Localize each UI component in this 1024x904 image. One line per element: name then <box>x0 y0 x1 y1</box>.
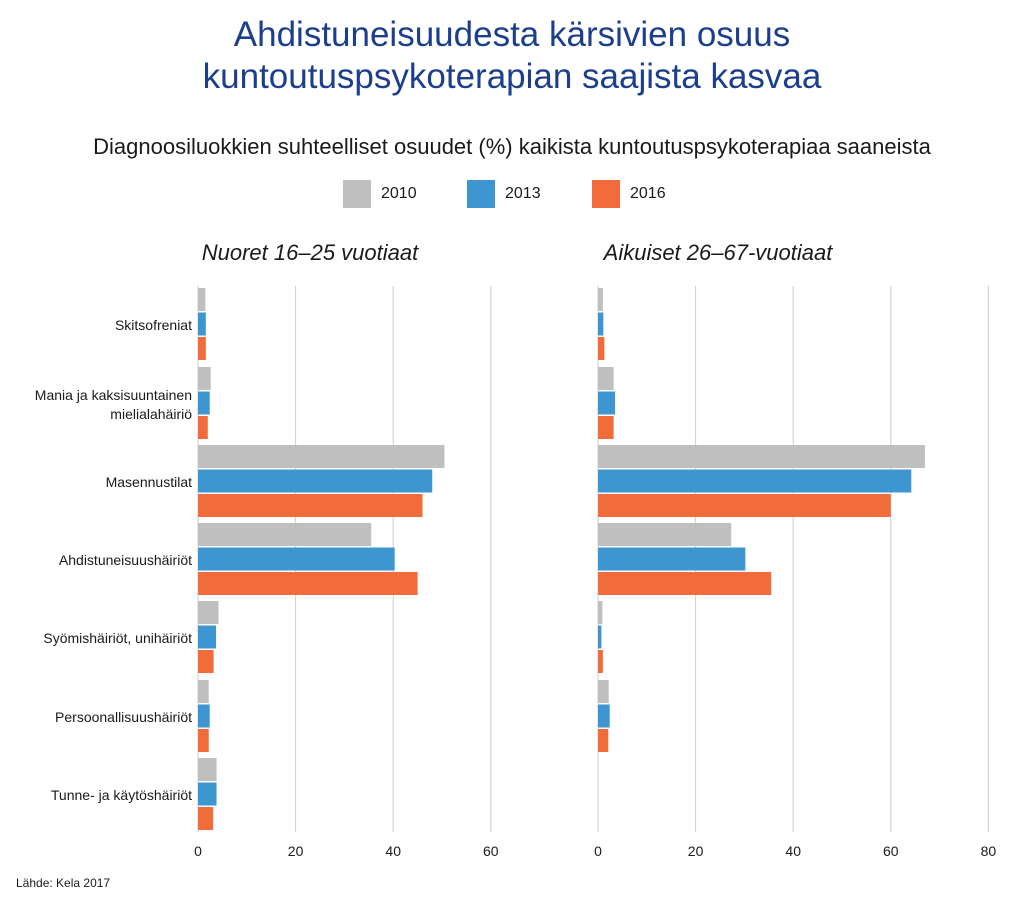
chart-title-line-2: kuntoutuspsykoterapian saajista kasvaa <box>202 57 822 96</box>
legend-label-2010: 2010 <box>381 185 417 202</box>
legend-label-2016: 2016 <box>630 185 666 202</box>
category-label: Ahdistuneisuushäiriöt <box>59 552 192 568</box>
bar-2010 <box>598 523 732 546</box>
x-tick-label: 40 <box>385 843 401 859</box>
bar-2010 <box>198 758 217 781</box>
category-label: Tunne- ja käytöshäiriöt <box>51 787 192 803</box>
bar-2010 <box>198 445 445 468</box>
legend-swatch-2013 <box>467 180 495 208</box>
bar-2013 <box>198 547 395 571</box>
bar-2010 <box>598 367 614 390</box>
bar-2016 <box>598 337 605 360</box>
bar-2010 <box>198 367 211 390</box>
category-label: Persoonallisuushäiriöt <box>55 709 192 725</box>
bar-2013 <box>598 704 610 728</box>
bar-2016 <box>198 572 418 595</box>
bar-2010 <box>598 601 603 624</box>
bar-2013 <box>598 391 616 415</box>
bar-2013 <box>198 782 217 806</box>
legend-item-2013: 2013 <box>467 178 541 210</box>
bar-2016 <box>598 572 772 595</box>
x-tick-label: 20 <box>288 843 304 859</box>
bar-2013 <box>598 547 746 571</box>
bar-2010 <box>598 288 603 311</box>
bar-2016 <box>598 729 609 752</box>
bar-2016 <box>598 650 603 673</box>
category-label: Masennustilat <box>106 474 192 490</box>
category-label: Syömishäiriöt, unihäiriöt <box>43 630 192 646</box>
x-tick-label: 60 <box>883 843 899 859</box>
bar-2016 <box>198 416 208 439</box>
legend-swatch-2016 <box>592 180 620 208</box>
bar-2016 <box>598 494 891 517</box>
category-label: Mania ja kaksisuuntainen mielialahäiriö <box>35 387 192 422</box>
legend-item-2016: 2016 <box>592 178 666 210</box>
bar-2013 <box>598 312 604 336</box>
source-note: Lähde: Kela 2017 <box>16 876 111 890</box>
x-tick-label: 0 <box>194 843 202 859</box>
panel-title: Nuoret 16–25 vuotiaat <box>202 240 419 265</box>
bar-2016 <box>198 494 423 517</box>
bar-2016 <box>598 416 614 439</box>
bar-2013 <box>598 469 912 493</box>
bar-2016 <box>198 337 206 360</box>
bar-2010 <box>198 288 206 311</box>
bar-2010 <box>198 601 219 624</box>
bar-2013 <box>198 625 217 649</box>
category-label: Skitsofreniat <box>115 317 192 333</box>
bar-2010 <box>198 523 372 546</box>
panel-title: Aikuiset 26–67-vuotiaat <box>602 240 834 265</box>
legend-label-2013: 2013 <box>505 185 541 202</box>
bar-2010 <box>598 680 609 703</box>
bar-2013 <box>598 625 602 649</box>
legend-item-2010: 2010 <box>343 178 417 210</box>
bar-2013 <box>198 312 206 336</box>
legend: 2010 2013 2016 <box>0 178 1024 210</box>
chart-title: Ahdistuneisuudesta kärsivien osuus kunto… <box>0 14 1024 98</box>
bar-2013 <box>198 704 210 728</box>
x-tick-label: 80 <box>981 843 997 859</box>
bar-2016 <box>198 807 214 830</box>
bar-2013 <box>198 469 433 493</box>
bar-2016 <box>198 650 214 673</box>
bar-2010 <box>598 445 925 468</box>
x-tick-label: 60 <box>483 843 499 859</box>
x-tick-label: 40 <box>785 843 801 859</box>
bar-2016 <box>198 729 209 752</box>
chart-subtitle: Diagnoosiluokkien suhteelliset osuudet (… <box>93 134 931 159</box>
x-tick-label: 20 <box>688 843 704 859</box>
legend-swatch-2010 <box>343 180 371 208</box>
bar-2010 <box>198 680 209 703</box>
chart-title-line-1: Ahdistuneisuudesta kärsivien osuus <box>233 15 791 54</box>
x-tick-label: 0 <box>594 843 602 859</box>
bar-2013 <box>198 391 210 415</box>
